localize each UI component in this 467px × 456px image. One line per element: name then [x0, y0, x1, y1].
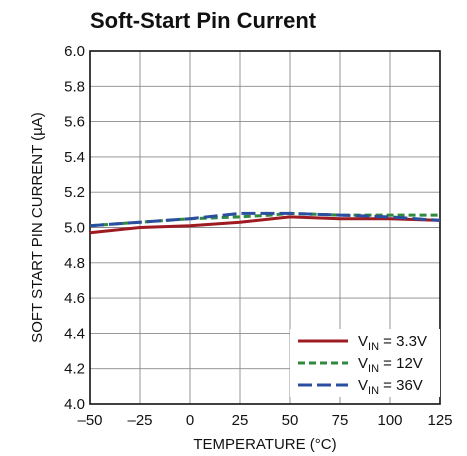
y-tick-label: 5.4 [64, 149, 85, 166]
x-tick-label: –50 [77, 412, 102, 429]
y-tick-label: 6.0 [64, 43, 85, 60]
x-tick-label: –25 [127, 412, 152, 429]
y-tick-label: 4.2 [64, 361, 85, 378]
y-tick-label: 4.6 [64, 290, 85, 307]
series-layer [89, 211, 441, 235]
y-tick-label: 5.0 [64, 220, 85, 237]
y-tick-label: 5.2 [64, 184, 85, 201]
y-axis-label: SOFT START PIN CURRENT (µA) [29, 112, 46, 343]
x-tick-label: 100 [377, 412, 402, 429]
plot-frame [89, 50, 441, 405]
y-tick-label: 4.8 [64, 255, 85, 272]
x-tick-label: 125 [427, 412, 452, 429]
y-tick-label: 4.4 [64, 325, 85, 342]
grid [89, 50, 441, 405]
chart-title: Soft-Start Pin Current [90, 8, 317, 33]
y-tick-label: 5.6 [64, 114, 85, 131]
series-line-1 [89, 215, 441, 235]
x-tick-label: 50 [282, 412, 299, 429]
x-tick-label: 0 [186, 412, 194, 429]
x-tick-label: 75 [332, 412, 349, 429]
series-line-3 [89, 211, 441, 228]
y-tick-label: 5.8 [64, 78, 85, 95]
x-tick-label: 25 [232, 412, 249, 429]
tick-labels: –50 –25 0 25 50 75 100 125 4.0 4.2 4.4 4.6 4.8 5.0 5.2… [64, 43, 452, 429]
x-axis-label: TEMPERATURE (°C) [193, 436, 336, 453]
y-tick-label: 4.0 [64, 396, 85, 413]
